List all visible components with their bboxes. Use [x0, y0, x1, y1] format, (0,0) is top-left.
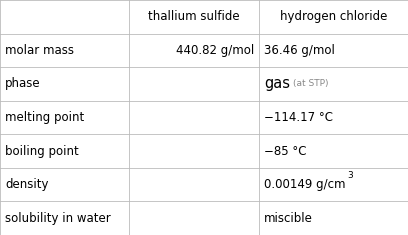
- Text: phase: phase: [5, 77, 40, 90]
- Text: boiling point: boiling point: [5, 145, 79, 158]
- Text: gas: gas: [264, 76, 290, 91]
- Text: 440.82 g/mol: 440.82 g/mol: [176, 44, 254, 57]
- Text: 0.00149 g/cm: 0.00149 g/cm: [264, 178, 346, 191]
- Text: miscible: miscible: [264, 212, 313, 225]
- Text: density: density: [5, 178, 49, 191]
- Text: 36.46 g/mol: 36.46 g/mol: [264, 44, 335, 57]
- Text: (at STP): (at STP): [293, 79, 329, 88]
- Text: thallium sulfide: thallium sulfide: [148, 10, 239, 23]
- Text: molar mass: molar mass: [5, 44, 74, 57]
- Text: melting point: melting point: [5, 111, 84, 124]
- Text: 3: 3: [348, 171, 353, 180]
- Text: hydrogen chloride: hydrogen chloride: [280, 10, 387, 23]
- Text: −85 °C: −85 °C: [264, 145, 306, 158]
- Text: solubility in water: solubility in water: [5, 212, 111, 225]
- Text: −114.17 °C: −114.17 °C: [264, 111, 333, 124]
